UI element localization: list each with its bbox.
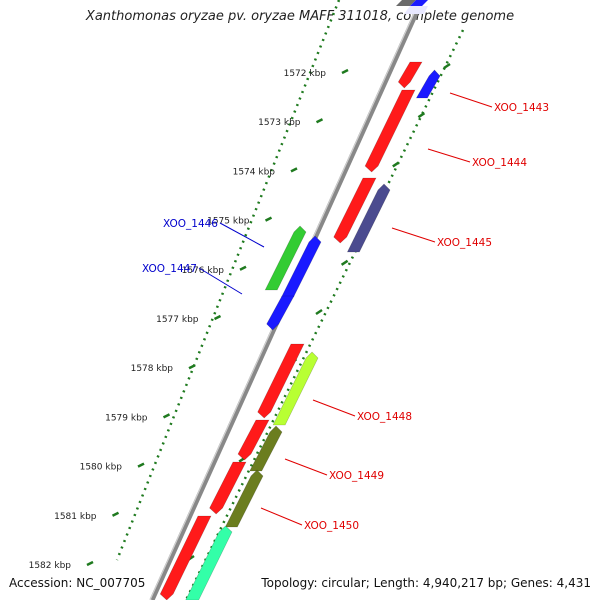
tick-mark <box>86 560 94 567</box>
gene-arrow-xoo-1444 <box>364 89 416 173</box>
gene-label[interactable]: XOO_1444 <box>472 157 527 169</box>
tick-label: 1582 kbp <box>29 561 72 571</box>
tick-mark <box>239 265 247 271</box>
tick-mark <box>341 68 349 75</box>
gene-arrow-xoo-1445a <box>333 177 377 244</box>
tick-mark <box>264 216 273 222</box>
gene-arrow-xoo-1450b <box>224 469 264 528</box>
gene-features <box>159 61 441 600</box>
gene-label[interactable]: XOO_1449 <box>329 470 384 482</box>
tick-label: 1577 kbp <box>156 315 199 325</box>
tick-label: 1572 kbp <box>284 69 327 79</box>
tick-mark <box>392 161 400 168</box>
tick-label: 1580 kbp <box>80 463 123 473</box>
tick-mark <box>443 62 451 70</box>
tick-label: 1575 kbp <box>207 217 250 227</box>
tick-mark <box>188 364 196 370</box>
gene-leader-line <box>427 148 471 163</box>
gene-label[interactable]: XOO_1445 <box>437 237 492 249</box>
gene-label[interactable]: XOO_1448 <box>357 411 412 423</box>
tick-mark <box>417 112 426 119</box>
tick-label: 1573 kbp <box>258 118 301 128</box>
gene-leader-line <box>260 507 303 526</box>
gene-arrow-next-teal <box>185 525 233 600</box>
gene-leader-line <box>312 399 356 417</box>
tick-mark <box>290 167 298 173</box>
gene-arrow-xoo-1443a <box>397 61 423 89</box>
gene-label[interactable]: XOO_1450 <box>304 520 359 532</box>
inner-dotted-rail <box>115 0 341 561</box>
gene-arrow-xoo-1447b <box>266 295 295 331</box>
gene-arrow-xoo-1450a <box>209 461 247 515</box>
gene-arrow-next-red <box>159 515 212 600</box>
gene-leader-line <box>198 267 243 295</box>
tick-mark <box>213 314 222 321</box>
gene-label[interactable]: XOO_1446 <box>163 218 218 230</box>
tick-label: 1579 kbp <box>105 413 148 423</box>
gene-feature-top-white <box>404 6 428 14</box>
gene-label[interactable]: XOO_1447 <box>142 263 197 275</box>
gene-leader-line <box>219 222 265 248</box>
tick-mark <box>315 308 323 316</box>
tick-label: 1578 kbp <box>131 364 174 374</box>
gene-arrow-xoo-1446 <box>264 225 307 291</box>
gene-arrow-xoo-1448b <box>272 351 319 426</box>
gene-feature-top-blue <box>410 0 428 6</box>
outer-dotted-rail <box>184 29 465 600</box>
gene-leader-line <box>284 458 328 476</box>
tick-mark <box>340 259 349 266</box>
gene-label[interactable]: XOO_1443 <box>494 102 549 114</box>
gene-arrow-xoo-1449a <box>237 419 270 461</box>
tick-mark <box>111 511 120 517</box>
tick-mark <box>137 462 145 468</box>
tick-mark <box>315 118 324 124</box>
tick-mark <box>162 413 171 419</box>
topology-label: Topology: circular; Length: 4,940,217 bp… <box>261 576 591 590</box>
tick-label: 1581 kbp <box>54 512 97 522</box>
gene-leader-line <box>391 227 436 243</box>
gene-feature-top-gray <box>396 0 416 6</box>
accession-label: Accession: NC_007705 <box>9 576 146 590</box>
gene-arrow-xoo-1449b <box>249 425 283 472</box>
gene-arrow-xoo-1448a <box>257 343 305 419</box>
gene-leader-line <box>449 92 493 108</box>
gene-arrow-xoo-1445b <box>346 183 391 253</box>
gene-arrow-xoo-1443b <box>415 69 441 99</box>
tick-label: 1574 kbp <box>233 167 276 177</box>
gene-labels: XOO_1443 XOO_1444 XOO_1445 XOO_1446 XOO_1447… <box>142 92 549 532</box>
